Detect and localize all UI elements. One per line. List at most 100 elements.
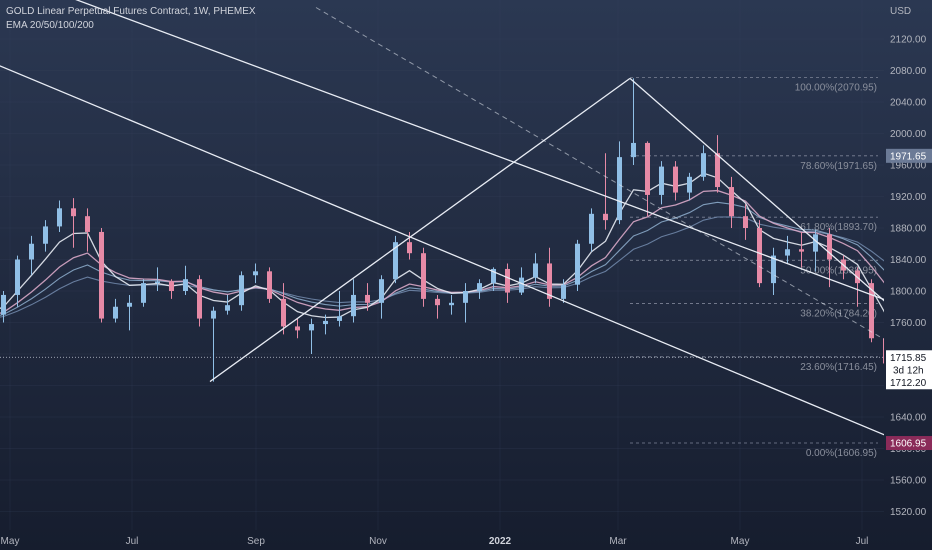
candle[interactable] — [43, 220, 48, 252]
candle-body — [743, 216, 748, 228]
channel-lower-line[interactable] — [0, 8, 932, 528]
candle[interactable] — [435, 294, 440, 319]
candle[interactable] — [197, 275, 202, 327]
candle[interactable] — [799, 231, 804, 268]
candle[interactable] — [323, 314, 328, 335]
candle[interactable] — [267, 267, 272, 303]
candle[interactable] — [71, 198, 76, 248]
candle[interactable] — [155, 267, 160, 291]
channel-upper-line[interactable] — [0, 0, 932, 360]
y-tick-label: 2120.00 — [890, 35, 927, 46]
candle[interactable] — [743, 204, 748, 240]
price-axis[interactable]: USD1520.001560.001600.001640.001680.0017… — [890, 6, 927, 518]
candle-body — [169, 281, 174, 291]
y-tick-label: 1880.00 — [890, 224, 927, 235]
candle-body — [99, 231, 104, 319]
candle[interactable] — [379, 275, 384, 319]
swing-up-line[interactable] — [209, 77, 631, 383]
candle[interactable] — [253, 263, 258, 284]
candle[interactable] — [617, 141, 622, 225]
candle[interactable] — [225, 294, 230, 315]
price-tag-target[interactable]: 1971.65 — [886, 148, 932, 163]
plot-area[interactable]: 100.00%(2070.95) 78.60%(1971.65) 61.80%(18… — [0, 0, 932, 530]
y-tick-label: 1960.00 — [890, 161, 927, 172]
candle-body — [547, 263, 552, 299]
candle[interactable] — [57, 200, 62, 232]
candle-body — [239, 275, 244, 306]
candle[interactable] — [673, 161, 678, 201]
price-tag-current[interactable]: 1715.85 — [886, 350, 932, 365]
candle[interactable] — [239, 271, 244, 311]
channel-mid-line[interactable] — [315, 7, 932, 528]
candle[interactable] — [141, 279, 146, 307]
price-tag-stop[interactable]: 1606.95 — [886, 436, 932, 451]
price-tag-entry[interactable]: 1712.20 — [886, 375, 932, 390]
price-tag-text: 1715.85 — [890, 353, 927, 364]
candle[interactable] — [729, 176, 734, 228]
candle[interactable] — [659, 161, 664, 205]
candle[interactable] — [575, 239, 580, 291]
candle[interactable] — [183, 265, 188, 295]
candle[interactable] — [1, 291, 6, 323]
candle[interactable] — [505, 263, 510, 303]
candle-body — [771, 255, 776, 284]
time-axis[interactable]: MayJulSepNov2022MarMayJulSepNov2023MarMa… — [1, 536, 932, 547]
candle[interactable] — [337, 291, 342, 327]
candle[interactable] — [519, 267, 524, 295]
candle[interactable] — [785, 235, 790, 264]
y-tick-label: 2040.00 — [890, 98, 927, 109]
candle[interactable] — [561, 279, 566, 303]
candle[interactable] — [393, 235, 398, 284]
candles[interactable] — [0, 78, 932, 442]
candle-body — [127, 302, 132, 307]
price-tag-bg — [886, 436, 932, 451]
candle[interactable] — [85, 208, 90, 252]
candle[interactable] — [477, 279, 482, 299]
candle-body — [281, 298, 286, 327]
swing-down-line[interactable] — [629, 77, 932, 440]
candle[interactable] — [309, 318, 314, 354]
candle[interactable] — [715, 135, 720, 193]
candle[interactable] — [771, 247, 776, 295]
candle[interactable] — [631, 78, 636, 165]
candle[interactable] — [295, 318, 300, 339]
candle[interactable] — [365, 283, 370, 311]
candle[interactable] — [603, 153, 608, 230]
candle-body — [701, 153, 706, 177]
candle[interactable] — [687, 172, 692, 201]
grid — [0, 0, 884, 530]
candle[interactable] — [813, 229, 818, 272]
candle[interactable] — [169, 279, 174, 299]
candle[interactable] — [29, 235, 34, 276]
candle[interactable] — [645, 141, 650, 217]
candle[interactable] — [883, 334, 888, 373]
candle[interactable] — [589, 208, 594, 252]
x-tick-label: Nov — [369, 536, 387, 547]
candle[interactable] — [701, 145, 706, 181]
y-tick-label: 2000.00 — [890, 129, 927, 140]
x-tick-label: Jul — [856, 536, 869, 547]
candle[interactable] — [99, 228, 104, 323]
price-tag-text: 1712.20 — [890, 378, 927, 389]
candle[interactable] — [351, 279, 356, 323]
indicator-title[interactable]: EMA 20/50/100/200 — [6, 20, 94, 31]
candle[interactable] — [855, 267, 860, 307]
candle[interactable] — [827, 228, 832, 288]
candle[interactable] — [463, 283, 468, 323]
candle[interactable] — [449, 294, 454, 315]
candle[interactable] — [127, 294, 132, 331]
candle[interactable] — [547, 247, 552, 307]
candle-body — [141, 283, 146, 303]
symbol-title[interactable]: GOLD Linear Perpetual Futures Contract, … — [6, 6, 256, 17]
candle-body — [463, 291, 468, 303]
candle[interactable] — [281, 283, 286, 335]
candle[interactable] — [421, 247, 426, 307]
candle[interactable] — [533, 253, 538, 284]
ema-line-2[interactable] — [0, 189, 932, 362]
candle[interactable] — [211, 306, 216, 382]
candle[interactable] — [113, 298, 118, 323]
ema-line-1[interactable] — [0, 201, 932, 347]
candle[interactable] — [15, 255, 20, 307]
